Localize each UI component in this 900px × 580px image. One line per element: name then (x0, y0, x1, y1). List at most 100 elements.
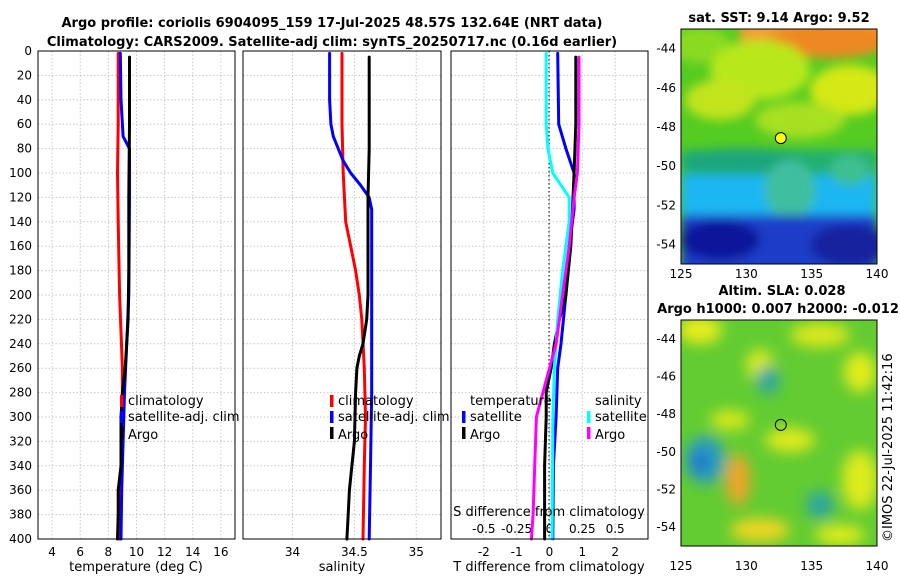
figure-title-line2: Climatology: CARS2009. Satellite-adj cli… (47, 35, 617, 50)
latitude-tick-label: -54 (656, 520, 676, 534)
depth-tick-label: 220 (9, 312, 32, 326)
depth-tick-label: 40 (17, 93, 32, 107)
salinity-legend: climatology satellite-adj. clim Argo (330, 394, 450, 443)
sla-map-tick-labels: 125 130 135 140 -44 -46 -48 -50 -52 -54 (656, 332, 888, 573)
longitude-tick-label: 135 (800, 267, 823, 281)
depth-tick-label: 240 (9, 337, 32, 351)
legend-swatch-climatology (330, 395, 334, 407)
x-tick-label: 1 (579, 545, 587, 559)
salinity-axes-frame (242, 50, 442, 540)
depth-tick-label: 380 (9, 508, 32, 522)
legend-label-climatology: climatology (338, 394, 414, 409)
difference-profile-lines (529, 51, 581, 541)
longitude-tick-label: 130 (735, 267, 758, 281)
top-x-tick-label: 0.5 (606, 522, 625, 536)
sla-map-panel: Altim. SLA: 0.028 Argo h1000: 0.007 h200… (656, 284, 898, 573)
sst-map-tick-labels: 125 130 135 140 -44 -46 -48 -50 -52 -54 (656, 42, 888, 281)
series-line-salinity-satellite (544, 51, 571, 541)
longitude-tick-label: 125 (670, 559, 693, 573)
latitude-tick-label: -48 (656, 120, 676, 134)
latitude-tick-label: -52 (656, 483, 676, 497)
sst-map-frame (680, 28, 878, 265)
series-line-argo (116, 55, 131, 541)
legend-label-argo: Argo (128, 428, 158, 443)
legend-swatch-argo (120, 427, 124, 439)
legend-label-satellite-adj-clim: satellite-adj. clim (338, 410, 450, 425)
depth-tick-label: 340 (9, 459, 32, 473)
depth-tick-label: 260 (9, 361, 32, 375)
depth-tick-label: 140 (9, 215, 32, 229)
depth-tick-label: 280 (9, 386, 32, 400)
legend-label-temperature-satellite: satellite (470, 410, 522, 425)
temperature-tick-labels: 0 20 40 60 80 100 120 140 160 180 200 220 240 260 280 3… (9, 44, 228, 559)
argo-float-marker (774, 132, 787, 145)
legend-swatch-satellite-adj-clim (330, 411, 334, 423)
depth-tick-label: 0 (24, 44, 32, 58)
salinity-profile-panel: 34 34.5 35 salinity climatology satellite-… (242, 50, 450, 575)
longitude-tick-label: 140 (866, 267, 889, 281)
longitude-tick-label: 135 (800, 559, 823, 573)
longitude-tick-label: 130 (735, 559, 758, 573)
argo-float-marker (774, 418, 787, 431)
x-tick-label: -2 (478, 545, 490, 559)
depth-tick-label: 120 (9, 190, 32, 204)
legend-swatch-salinity-argo (587, 427, 591, 439)
x-tick-label: 34.5 (341, 545, 368, 559)
legend-swatch-temperature-argo (462, 427, 466, 439)
legend-label-satellite-adj-clim: satellite-adj. clim (128, 410, 240, 425)
latitude-tick-label: -50 (656, 445, 676, 459)
x-tick-label: 4 (48, 545, 56, 559)
latitude-tick-label: -50 (656, 159, 676, 173)
salinity-difference-top-label: S difference from climatology (453, 505, 645, 520)
salinity-tick-labels: 34 34.5 35 (285, 545, 424, 559)
x-tick-label: 35 (409, 545, 424, 559)
salinity-xlabel: salinity (319, 560, 366, 575)
legend-swatch-climatology (120, 395, 124, 407)
x-tick-label: 16 (213, 545, 228, 559)
difference-legend: temperature satellite Argo salinity sate… (462, 394, 647, 443)
x-tick-label: -1 (511, 545, 523, 559)
legend-label-climatology: climatology (128, 394, 204, 409)
difference-axes-frame (450, 50, 649, 540)
difference-tick-labels: -2 -1 0 1 2 -0.5 -0.25 0 0.25 0.5 (472, 522, 625, 559)
legend-swatch-satellite-adj-clim (120, 411, 124, 423)
temperature-axes-frame (37, 50, 236, 540)
legend-label-argo: Argo (338, 428, 368, 443)
depth-tick-label: 80 (17, 142, 32, 156)
series-line-salinity-argo (529, 55, 581, 541)
legend-swatch-salinity-satellite (587, 411, 591, 423)
salinity-gridlines (243, 51, 441, 539)
longitude-tick-label: 125 (670, 267, 693, 281)
temperature-gridlines (38, 51, 235, 539)
depth-tick-label: 60 (17, 117, 32, 131)
temperature-profile-lines (116, 51, 131, 541)
sst-map-title: sat. SST: 9.14 Argo: 9.52 (688, 11, 869, 26)
top-x-tick-label: -0.5 (472, 522, 495, 536)
x-tick-label: 12 (157, 545, 172, 559)
figure-title-line1: Argo profile: coriolis 6904095_159 17-Ju… (62, 16, 603, 31)
depth-tick-label: 20 (17, 68, 32, 82)
legend-header-salinity: salinity (595, 394, 642, 409)
legend-label-salinity-argo: Argo (595, 428, 625, 443)
x-tick-label: 14 (185, 545, 200, 559)
legend-header-temperature: temperature (470, 394, 552, 409)
sst-map-panel: sat. SST: 9.14 Argo: 9.52 (656, 11, 888, 281)
imos-timestamp: ©IMOS 22-Jul-2025 11:42:16 (881, 353, 896, 542)
x-tick-label: 8 (105, 545, 113, 559)
series-line-satellite-adj-clim (328, 51, 374, 541)
top-x-tick-label: 0.25 (569, 522, 596, 536)
depth-tick-label: 100 (9, 166, 32, 180)
sla-map-title: Altim. SLA: 0.028 (719, 284, 846, 299)
series-line-argo (345, 55, 371, 541)
latitude-tick-label: -48 (656, 407, 676, 421)
temperature-legend: climatology satellite-adj. clim Argo (120, 394, 240, 443)
difference-xlabel: T difference from climatology (452, 560, 645, 575)
latitude-tick-label: -52 (656, 198, 676, 212)
salinity-profile-lines (328, 51, 374, 541)
depth-tick-label: 160 (9, 239, 32, 253)
depth-tick-label: 320 (9, 434, 32, 448)
legend-label-temperature-argo: Argo (470, 428, 500, 443)
x-tick-label: 0 (546, 545, 554, 559)
x-tick-label: 6 (76, 545, 84, 559)
sla-map-frame (680, 319, 878, 547)
